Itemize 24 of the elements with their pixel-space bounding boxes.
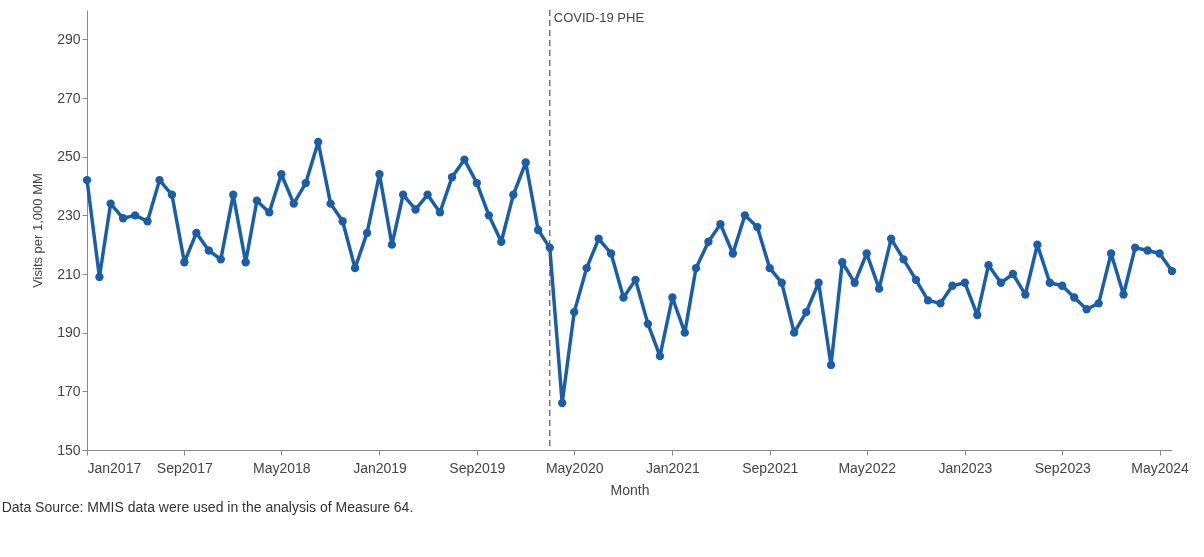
x-tick-label: Jan2017 — [87, 459, 142, 476]
x-tick-label: Jan2019 — [353, 459, 408, 476]
y-tick-label: 230 — [57, 206, 81, 223]
x-tick-label: May2022 — [838, 459, 897, 476]
x-tick-label: Sep2017 — [156, 459, 214, 476]
x-axis-title: Month — [610, 481, 650, 498]
x-tick-label: Jan2023 — [938, 459, 993, 476]
ref-line-label: COVID-19 PHE — [553, 10, 645, 25]
y-tick-label: 270 — [57, 89, 81, 106]
x-tick-label: Sep2021 — [742, 459, 799, 476]
y-axis-title: Visits per 1,000 MM — [30, 173, 46, 288]
x-tick-label: May2024 — [1131, 459, 1190, 476]
y-tick-label: 290 — [57, 30, 81, 47]
x-tick-label: Sep2023 — [1034, 459, 1091, 476]
y-tick-label: 170 — [57, 382, 81, 399]
y-tick-label: 250 — [57, 148, 81, 165]
y-tick-label: 190 — [57, 324, 81, 341]
x-tick-label: May2018 — [253, 459, 311, 476]
x-tick-label: Jan2021 — [646, 459, 700, 476]
source-note: Data Source: MMIS data were used in the analysis of Measure 64. — [1, 499, 414, 515]
x-tick-label: Sep2019 — [449, 459, 506, 476]
y-tick-label: 150 — [57, 441, 81, 458]
y-tick-label: 210 — [57, 265, 81, 282]
x-tick-label: May2020 — [545, 459, 604, 476]
